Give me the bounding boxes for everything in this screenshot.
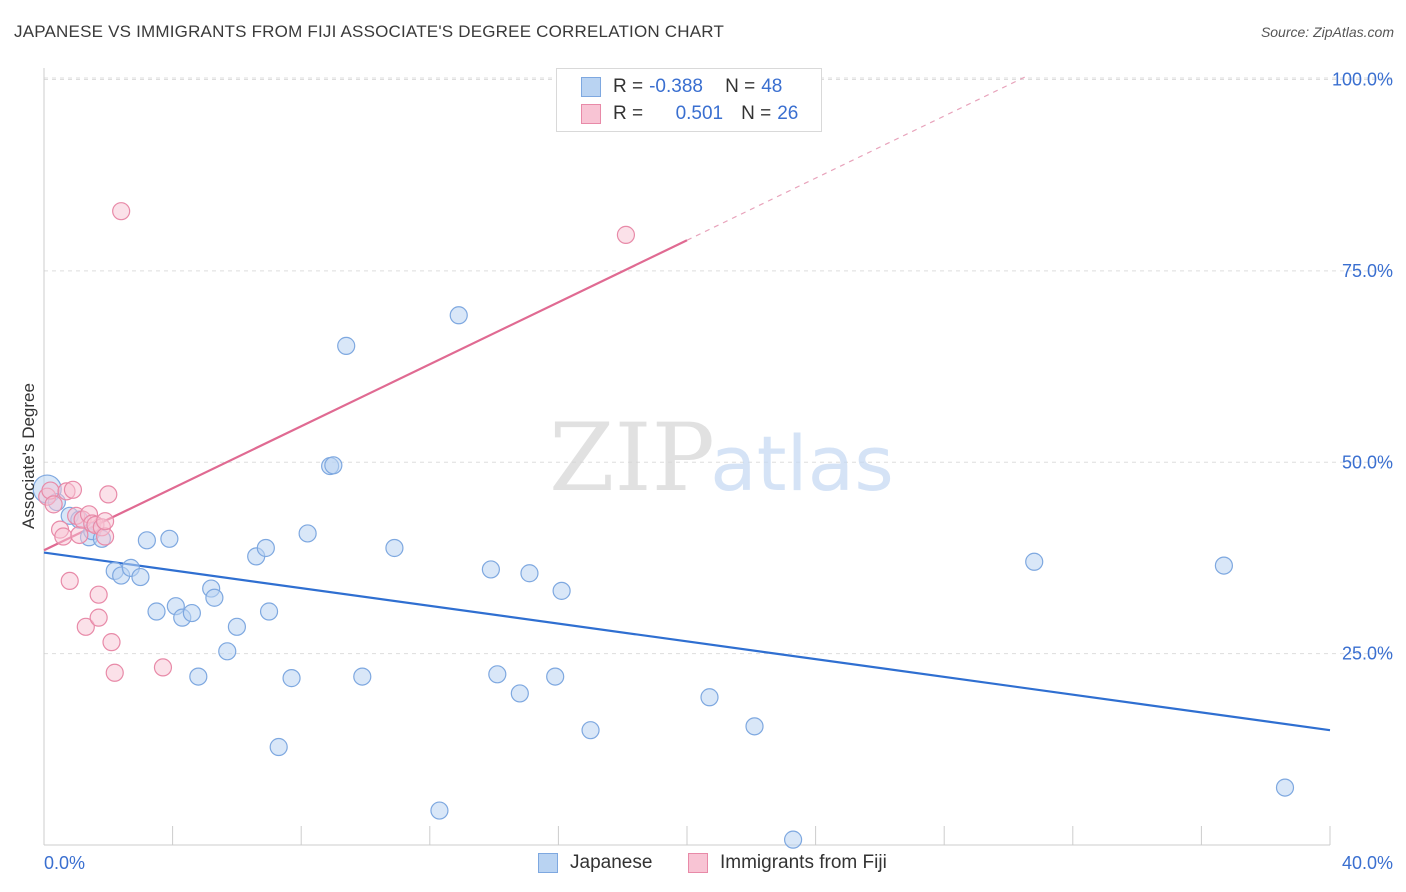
point-japanese [481,560,500,579]
japanese-swatch [581,77,601,97]
x-tick-label: 40.0% [1342,853,1393,873]
watermark: ZIP atlas [549,404,894,513]
fiji-swatch [581,104,601,124]
point-japanese [269,737,288,757]
n-value-japanese: 48 [761,76,783,97]
series-legend: Japanese Immigrants from Fiji [0,852,1406,878]
legend-item-japanese: Japanese [538,852,652,874]
point-japanese [552,581,571,600]
y-axis-label: Associate's Degree [19,383,38,529]
point-fiji [44,495,63,514]
point-fiji [60,571,79,591]
r-value-japanese: -0.388 [649,76,703,97]
fiji-legend-swatch [688,853,708,873]
data-points [32,202,1295,849]
y-tick-label: 25.0% [1342,644,1393,664]
trend-line-fiji-extension [686,75,1029,241]
point-japanese [282,669,301,688]
point-japanese [449,306,468,325]
r-label: R = [613,76,644,97]
trend-lines [43,75,1331,732]
point-japanese [218,642,237,661]
legend-label-fiji: Immigrants from Fiji [720,852,887,873]
point-japanese [131,567,150,587]
legend-item-fiji: Immigrants from Fiji [688,852,887,874]
point-japanese [324,456,343,475]
point-japanese [546,667,565,686]
point-japanese [510,684,529,703]
point-japanese [783,830,803,849]
y-tick-label: 50.0% [1342,452,1393,472]
point-japanese [160,529,179,548]
point-japanese [353,667,372,686]
r-label: R = [613,103,644,124]
japanese-legend-swatch [538,853,558,873]
legend-label-japanese: Japanese [570,852,653,873]
axes [43,68,1331,846]
point-japanese [745,717,764,736]
point-fiji [153,658,173,677]
point-fiji [89,608,108,627]
point-japanese [227,617,246,636]
point-fiji [76,617,95,636]
n-label: N = [725,76,756,97]
point-fiji [95,527,115,546]
point-fiji [616,225,636,244]
gridlines [44,77,1395,655]
point-japanese [205,588,224,607]
point-japanese [182,603,201,623]
trend-line-fiji [43,239,688,552]
point-japanese [298,524,317,543]
point-japanese [385,538,404,558]
point-japanese [1275,778,1295,797]
point-japanese [137,531,156,550]
n-value-fiji: 26 [777,103,799,124]
chart-title: JAPANESE VS IMMIGRANTS FROM FIJI ASSOCIA… [14,22,725,41]
point-fiji [54,527,73,546]
point-fiji [105,663,124,682]
point-japanese [256,538,275,558]
watermark-atlas: atlas [710,419,894,508]
point-japanese [1025,552,1044,571]
legend-row-fiji: R = 0.501 N = 26 [581,101,798,127]
legend-row-japanese: R = -0.388 N = 48 [581,74,782,100]
point-japanese [1214,556,1234,575]
tick-labels: 25.0% 50.0% 75.0% 100.0% 0.0% 40.0% [44,70,1393,874]
y-tick-label: 75.0% [1342,261,1393,281]
point-japanese [581,721,600,740]
trend-line-japanese [43,551,1331,732]
point-fiji [95,512,115,531]
point-japanese [337,336,356,355]
point-japanese [430,801,449,820]
point-japanese [488,665,507,684]
point-fiji [99,485,118,504]
point-japanese [259,602,279,621]
n-label: N = [741,103,772,124]
point-japanese [700,688,719,707]
correlation-legend: R = -0.388 N = 48 R = 0.501 N = 26 [556,68,822,132]
point-fiji [63,480,83,499]
point-japanese [189,667,208,686]
point-fiji [102,633,121,652]
x-tick-label: 0.0% [44,853,85,873]
point-japanese [147,602,166,621]
point-japanese [520,564,539,583]
watermark-zip: ZIP [549,404,715,513]
y-tick-label: 100.0% [1332,70,1393,90]
point-fiji [112,202,131,221]
point-fiji [89,585,108,604]
r-value-fiji: 0.501 [675,103,724,124]
source-label: Source: ZipAtlas.com [1260,24,1394,40]
